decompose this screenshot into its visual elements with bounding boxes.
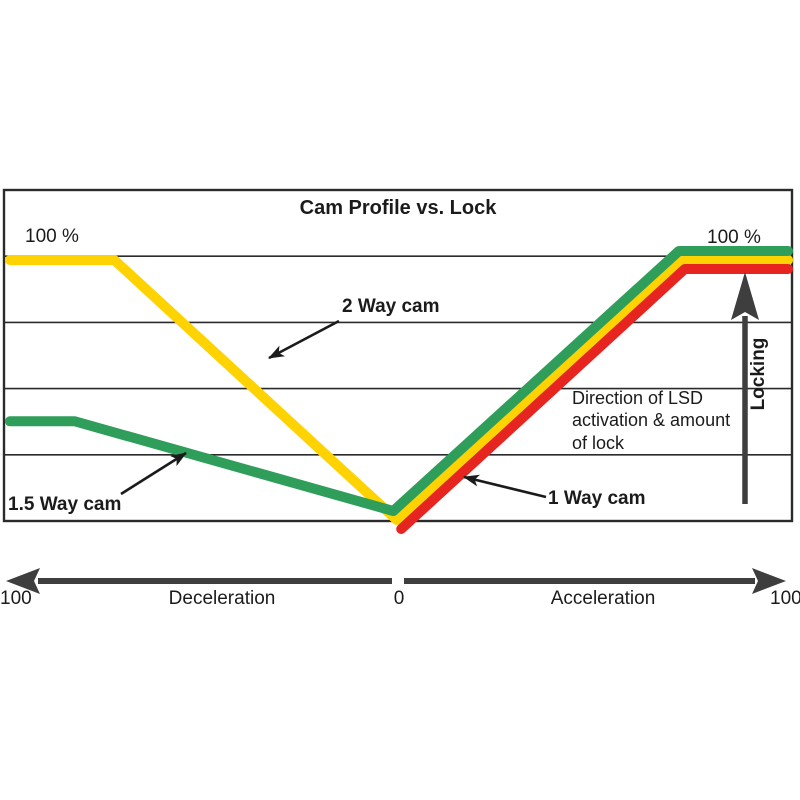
x-axis-acceleration-label: Acceleration — [550, 588, 656, 609]
one-five-way-cam-pointer-arrow — [120, 451, 187, 496]
x-axis-zero-value: 0 — [393, 588, 405, 609]
lsd-direction-note-line1: Direction of LSD — [572, 388, 704, 408]
gridlines — [4, 255, 792, 456]
x-axis-right-end-value: 100 — [770, 588, 800, 609]
y-max-label-right: 100 % — [707, 227, 761, 248]
acceleration-arrowhead-icon — [752, 568, 786, 594]
lsd-direction-note: Direction of LSD activation & amount of … — [572, 387, 730, 454]
locking-direction-arrow-icon — [731, 272, 759, 504]
cam-profile-curves — [4, 246, 794, 534]
cam-line-1.5-way-cam — [4, 246, 794, 516]
one-way-cam-label: 1 Way cam — [548, 488, 646, 509]
lsd-direction-note-line3: of lock — [572, 432, 625, 453]
y-max-label-left: 100 % — [25, 226, 79, 247]
two-way-cam-pointer-arrow — [268, 319, 340, 360]
one-way-cam-pointer-arrow — [463, 474, 547, 499]
one-five-way-cam-label: 1.5 Way cam — [8, 494, 122, 515]
chart-title: Cam Profile vs. Lock — [299, 197, 497, 219]
deceleration-arrowhead-icon — [6, 568, 40, 594]
x-axis-double-arrow — [6, 568, 786, 594]
locking-axis-label: Locking — [748, 337, 769, 411]
two-way-cam-label: 2 Way cam — [342, 296, 440, 317]
x-axis-deceleration-label: Deceleration — [168, 588, 276, 609]
cam-line-1-way-cam — [396, 264, 794, 534]
plot-border — [2, 188, 794, 523]
lsd-direction-note-line2: activation & amount — [572, 410, 731, 431]
cam-line-2-way-cam — [4, 255, 794, 525]
x-axis-left-end-value: 100 — [0, 588, 32, 609]
